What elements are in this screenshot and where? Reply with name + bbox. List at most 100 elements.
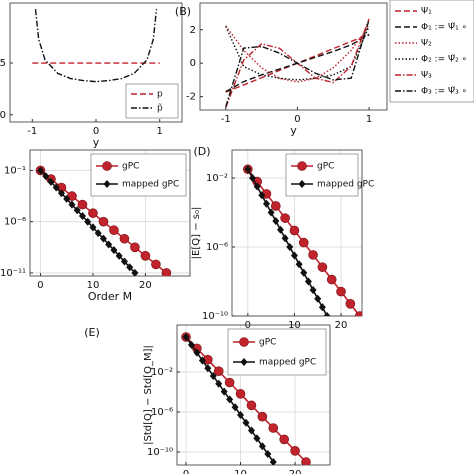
x-axis-label: Order M (88, 290, 132, 303)
y-tick-label: 10⁻² (151, 367, 173, 378)
marker (298, 237, 309, 248)
legend: gPC mapped gPC (227, 328, 327, 376)
marker (326, 274, 337, 285)
marker (280, 213, 290, 223)
x-tick-label: 10 (288, 320, 301, 331)
marker (290, 251, 298, 260)
marker (209, 371, 217, 380)
legend: gPC mapped gPC (90, 153, 187, 197)
marker (323, 312, 331, 316)
series-line (34, 9, 158, 83)
plot-area (181, 332, 311, 465)
marker (298, 180, 306, 188)
marker (73, 206, 81, 215)
marker (215, 379, 223, 388)
marker (345, 298, 356, 309)
series-line (225, 25, 370, 83)
legend-label: gPC (317, 162, 334, 172)
marker (84, 217, 92, 226)
x-tick-label: 20 (139, 280, 152, 291)
marker (304, 277, 312, 286)
marker (300, 268, 308, 277)
marker (247, 426, 255, 435)
y-tick-label: 10⁻¹¹ (0, 268, 26, 279)
marker (130, 242, 140, 253)
panel: 10⁻¹ 10⁻⁶ 10⁻¹¹ 0 10 20 Order M gPC mapped gPC (0, 149, 191, 303)
marker (244, 165, 252, 174)
marker (249, 174, 257, 183)
y-tick-label: 10⁻¹ (4, 165, 26, 176)
marker (314, 294, 322, 303)
marker (161, 268, 172, 276)
marker (235, 389, 246, 399)
marker (36, 166, 44, 175)
legend-label: p (157, 90, 163, 100)
y-tick-label: -2 (186, 92, 196, 103)
marker (57, 189, 65, 198)
marker (318, 303, 326, 312)
marker (119, 233, 130, 244)
legend: gPC mapped gPC (285, 153, 374, 197)
plot-frame (199, 2, 388, 111)
marker (115, 251, 123, 260)
legend-box (285, 153, 359, 197)
marker (77, 199, 88, 210)
marker (281, 234, 289, 243)
marker (239, 337, 249, 347)
marker (109, 225, 119, 236)
marker (193, 348, 201, 357)
plot-frame (231, 149, 363, 317)
marker (120, 257, 128, 266)
x-tick-label: 20 (335, 320, 348, 331)
marker (290, 446, 300, 456)
legend-box (90, 153, 187, 197)
marker (42, 172, 50, 181)
y-tick-label: 0 (190, 58, 196, 69)
legend-label: p̃ (157, 104, 163, 114)
x-tick-label: 1 (366, 114, 372, 125)
y-tick-label: 0 (0, 110, 6, 121)
panel: -2 0 2 -1 0 1 y (B) Ψ₁ Φ₁ := Ψ̃₁ ∘ Ψ₂ Φ₂ := Ψ̃₂ ∘ Ψ₃… (175, 0, 474, 137)
legend-label: gPC (259, 338, 276, 348)
x-tick-label: 0 (37, 280, 43, 291)
x-tick-label: 0 (294, 114, 300, 125)
marker (308, 250, 318, 260)
marker (272, 217, 280, 226)
x-axis-label: y (290, 124, 297, 137)
y-tick-label: 10⁻¹⁰ (202, 311, 228, 322)
panel: 10⁻²10⁻⁶10⁻¹⁰01020Order M|Std[Q] − Std[Q… (84, 324, 331, 474)
panel: 0 0.5 -1 0 1 y p p̃ (0, 2, 183, 149)
legend-label: gPC (122, 162, 139, 172)
marker (354, 311, 362, 316)
plot-area (35, 165, 172, 276)
marker (240, 358, 248, 366)
legend-box (389, 0, 474, 103)
marker (140, 251, 151, 261)
marker (257, 411, 268, 422)
marker (187, 340, 195, 349)
x-tick-label: -1 (27, 126, 37, 137)
marker (253, 182, 261, 191)
marker (317, 262, 328, 272)
legend-label: mapped gPC (317, 180, 374, 190)
y-tick-label: 10⁻⁶ (206, 242, 228, 253)
marker (242, 418, 250, 427)
marker (270, 201, 281, 211)
marker (301, 457, 311, 465)
legend-label: mapped gPC (259, 358, 316, 368)
legend-label: Ψ₂ (421, 39, 432, 49)
marker (102, 161, 112, 171)
marker (47, 177, 55, 186)
marker (126, 263, 134, 272)
marker (105, 240, 113, 249)
marker (309, 286, 317, 295)
marker (246, 400, 257, 411)
y-axis-label: |Std[Q] − Std[Q_M]| (143, 345, 154, 445)
y-tick-label: 10⁻² (206, 173, 228, 184)
marker (237, 411, 245, 419)
plot-area (32, 9, 160, 83)
legend: Ψ₁ Φ₁ := Ψ̃₁ ∘ Ψ₂ Φ₂ := Ψ̃₂ ∘ Ψ₃ Φ₃ := Ψ̃₃ ∘ (389, 0, 474, 103)
marker (220, 387, 228, 396)
marker (68, 200, 76, 209)
x-tick-label: 10 (87, 280, 100, 291)
